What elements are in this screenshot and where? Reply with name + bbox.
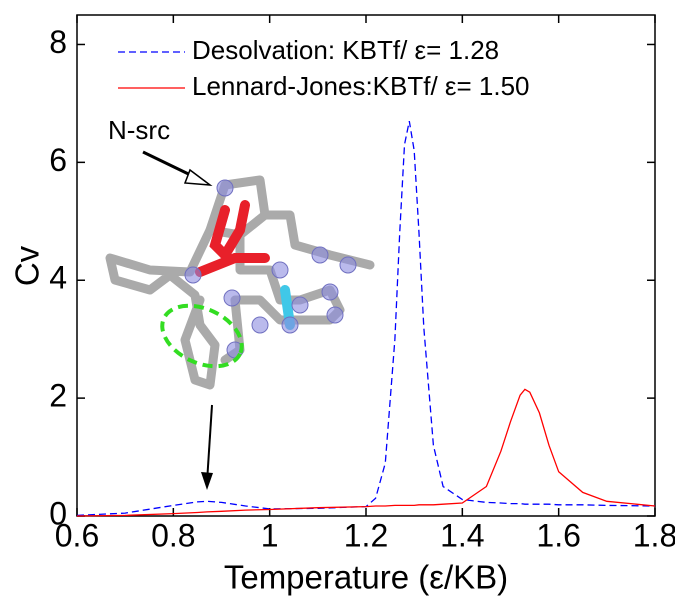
molecule-illustration bbox=[105, 175, 375, 390]
y-tick-label: 2 bbox=[49, 378, 67, 414]
y-axis-label: Cv bbox=[9, 245, 46, 286]
x-tick-label: 1.2 bbox=[344, 517, 388, 553]
y-tick-label: 8 bbox=[49, 24, 67, 60]
x-tick-label: 1.6 bbox=[536, 517, 580, 553]
series-line bbox=[76, 388, 656, 517]
annotation-arrow bbox=[206, 404, 213, 483]
arrow-head bbox=[183, 168, 213, 186]
y-tick-label: 0 bbox=[49, 495, 67, 531]
y-tick-label: 6 bbox=[49, 142, 67, 178]
annotation: N-src bbox=[108, 115, 170, 145]
x-tick-label: 1 bbox=[261, 517, 279, 553]
series-line bbox=[76, 120, 656, 517]
x-tick-label: 1.8 bbox=[633, 517, 675, 553]
x-axis-label: Temperature (ε/KB) bbox=[224, 559, 508, 596]
arrow-head bbox=[201, 472, 213, 490]
legend-label: Desolvation: KBTf/ ε= 1.28 bbox=[192, 35, 499, 65]
x-tick-label: 0.8 bbox=[151, 517, 195, 553]
y-tick-label: 4 bbox=[49, 260, 67, 296]
x-tick-label: 0.6 bbox=[55, 517, 99, 553]
x-tick-label: 1.4 bbox=[440, 517, 484, 553]
legend-label: Lennard-Jones:KBTf/ ε= 1.50 bbox=[192, 71, 530, 101]
